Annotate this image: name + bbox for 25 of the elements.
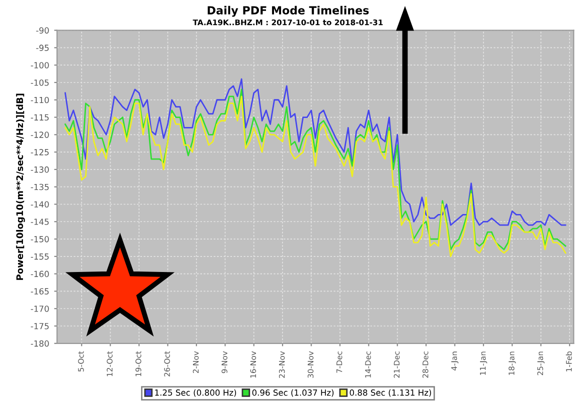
y-tick-label: -125 bbox=[30, 149, 49, 156]
y-tick-label: -145 bbox=[30, 218, 49, 225]
y-tick-label: -115 bbox=[30, 114, 49, 121]
y-tick-label: -100 bbox=[30, 62, 49, 68]
y-tick-label: -135 bbox=[30, 184, 49, 190]
y-tick-label: -180 bbox=[30, 340, 49, 347]
y-tick-label: -160 bbox=[30, 270, 49, 278]
y-tick-label: -130 bbox=[30, 166, 49, 173]
y-axis-title: Power[10log10(m**2/sec**4/Hz)][dB] bbox=[16, 94, 25, 280]
legend-label: 0.96 Sec (1.037 Hz) bbox=[252, 389, 334, 397]
y-tick-label: -155 bbox=[30, 254, 49, 260]
legend-label: 0.88 Sec (1.131 Hz) bbox=[350, 389, 432, 397]
y-tick-label: -150 bbox=[30, 236, 49, 242]
y-tick-label: -165 bbox=[30, 288, 49, 294]
chart-title: Daily PDF Mode Timelines bbox=[208, 6, 369, 17]
y-tick-label: -95 bbox=[36, 44, 49, 51]
y-tick-label: -110 bbox=[30, 96, 49, 104]
y-tick-label: -140 bbox=[30, 201, 49, 208]
y-tick-label: -105 bbox=[30, 79, 49, 86]
legend-label: 1.25 Sec (0.800 Hz) bbox=[155, 389, 236, 397]
y-tick-label: -175 bbox=[30, 323, 49, 330]
y-tick-label: -120 bbox=[30, 132, 49, 138]
y-tick-label: -90 bbox=[36, 27, 49, 34]
y-tick-label: -170 bbox=[30, 306, 49, 312]
line-series bbox=[64, 78, 566, 226]
